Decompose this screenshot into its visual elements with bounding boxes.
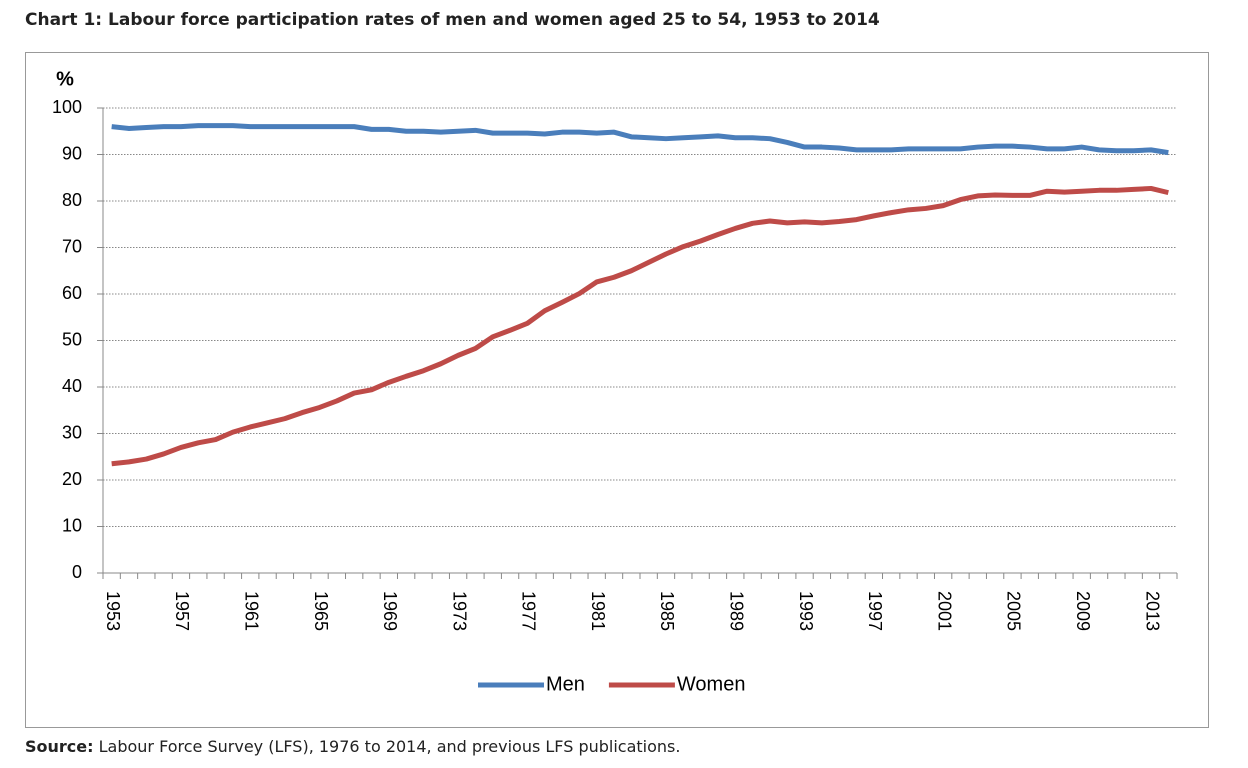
x-tick-label: 1993 bbox=[796, 591, 816, 631]
y-tick-label: 40 bbox=[62, 376, 82, 396]
x-tick-label: 1997 bbox=[865, 591, 885, 631]
chart-frame bbox=[25, 52, 1209, 728]
x-tick-label: 1953 bbox=[103, 591, 123, 631]
x-tick-label: 2009 bbox=[1073, 591, 1093, 631]
data-line bbox=[111, 123, 1169, 156]
x-tick-label: 1985 bbox=[657, 591, 677, 631]
source: Source: Labour Force Survey (LFS), 1976 … bbox=[25, 737, 680, 756]
y-tick-label: 50 bbox=[62, 329, 82, 349]
y-axis-label: % bbox=[56, 68, 74, 90]
x-tick-label: 1989 bbox=[727, 591, 747, 631]
y-tick-label: 80 bbox=[62, 190, 82, 210]
x-tick-label: 2013 bbox=[1142, 591, 1162, 631]
source-text: Labour Force Survey (LFS), 1976 to 2014,… bbox=[98, 737, 681, 756]
y-tick-label: 100 bbox=[52, 97, 82, 117]
legend-label: Women bbox=[677, 673, 746, 695]
chart-title: Chart 1: Labour force participation rate… bbox=[25, 10, 880, 30]
y-tick-label: 30 bbox=[62, 422, 82, 442]
y-tick-label: 20 bbox=[62, 469, 82, 489]
y-tick-label: 10 bbox=[62, 515, 82, 535]
y-tick-label: 90 bbox=[62, 143, 82, 163]
x-tick-label: 2005 bbox=[1004, 591, 1024, 631]
x-tick-label: 1969 bbox=[380, 591, 400, 631]
data-line bbox=[111, 185, 1169, 467]
legend-label: Men bbox=[546, 673, 585, 695]
x-tick-label: 1961 bbox=[241, 591, 261, 631]
y-tick-label: 60 bbox=[62, 283, 82, 303]
x-tick-label: 1957 bbox=[172, 591, 192, 631]
x-tick-label: 1965 bbox=[311, 591, 331, 631]
source-label: Source: bbox=[25, 737, 94, 756]
x-tick-label: 2001 bbox=[934, 591, 954, 631]
y-tick-label: 70 bbox=[62, 236, 82, 256]
y-tick-label: 0 bbox=[72, 562, 82, 582]
x-tick-label: 1973 bbox=[449, 591, 469, 631]
x-tick-label: 1977 bbox=[519, 591, 539, 631]
x-tick-label: 1981 bbox=[588, 591, 608, 631]
